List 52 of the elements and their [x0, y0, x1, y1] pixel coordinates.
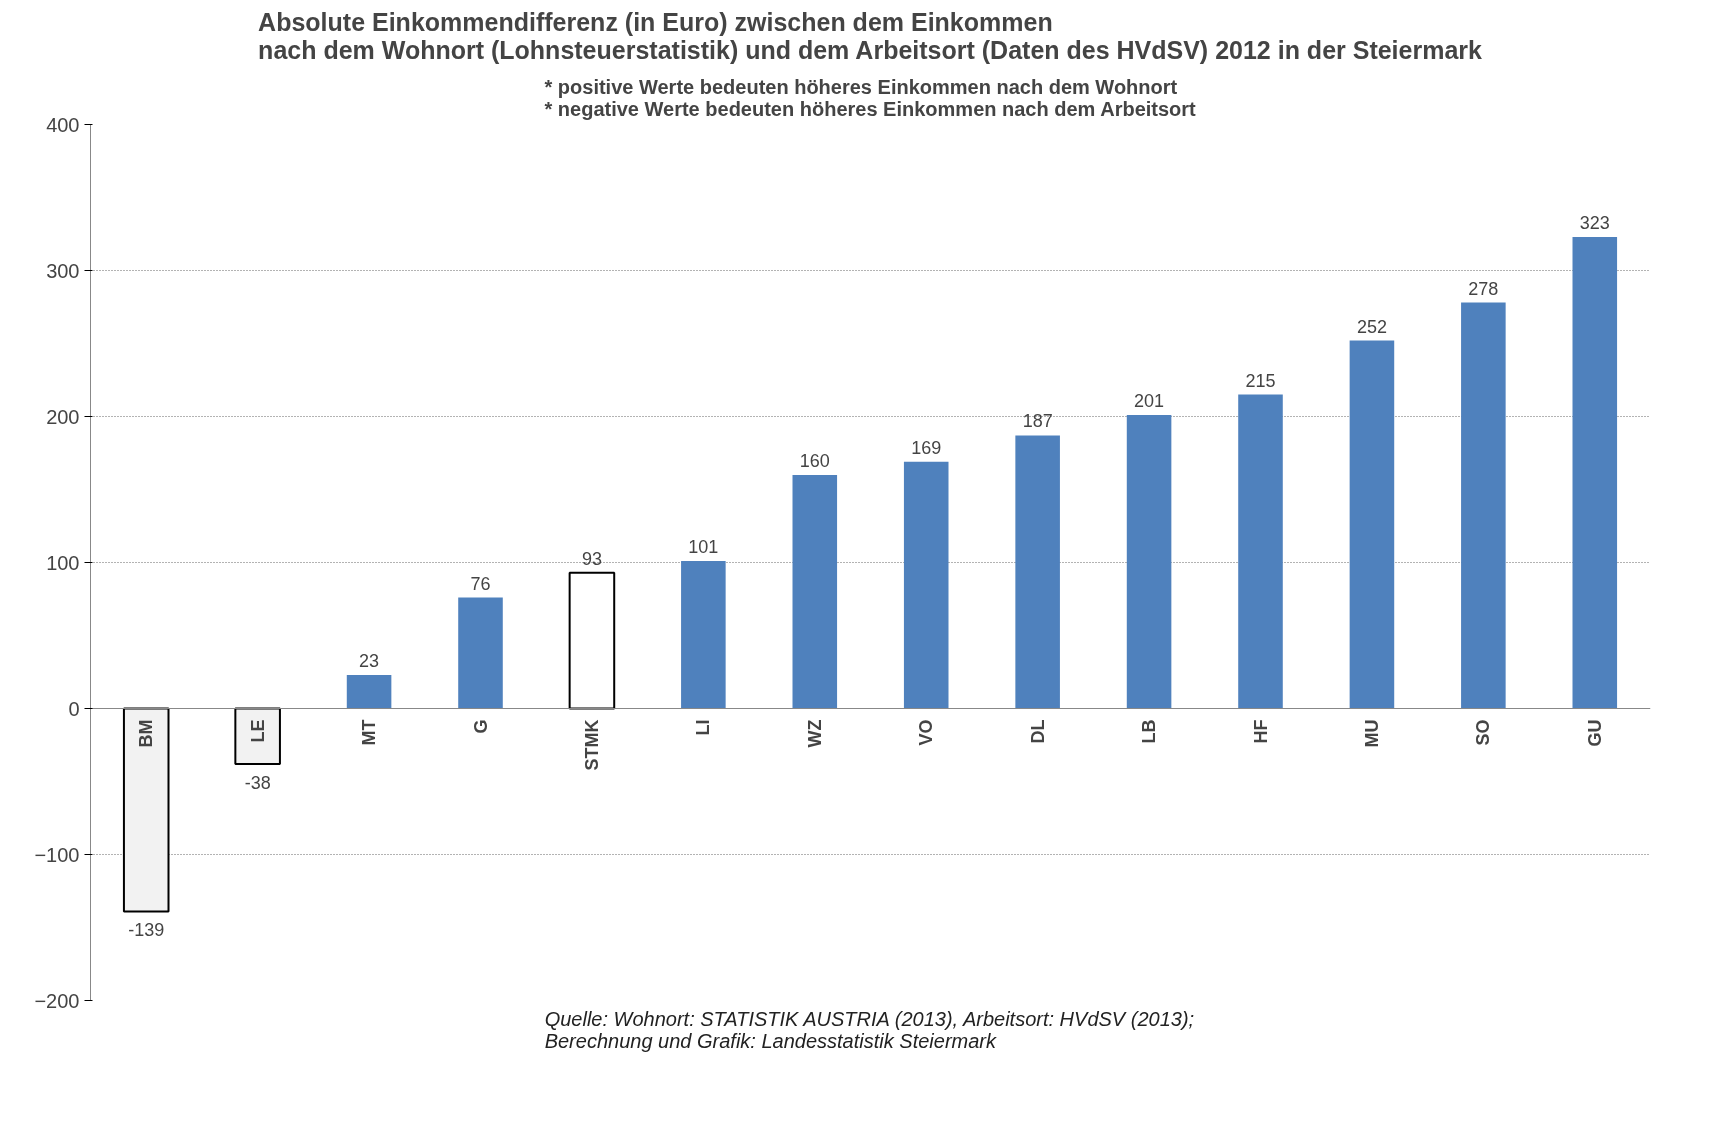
data-label: 93: [581, 548, 602, 569]
y-tick-label: 200: [46, 405, 80, 428]
x-tick-label: GU: [1584, 719, 1605, 747]
y-tick-label: −100: [34, 843, 80, 866]
data-label: 76: [470, 573, 491, 594]
y-tick-label: 0: [68, 697, 80, 720]
data-label: 101: [688, 537, 719, 558]
bar: [122, 707, 170, 913]
bar: [346, 674, 392, 709]
bar: [903, 461, 949, 709]
x-tick-label: SO: [1473, 719, 1494, 746]
data-label: -38: [244, 772, 271, 793]
data-label: 187: [1022, 411, 1053, 432]
x-tick-label: LB: [1139, 719, 1160, 744]
data-label: 323: [1579, 212, 1610, 233]
x-tick-label: MT: [359, 719, 380, 746]
bar: [1126, 415, 1172, 709]
x-tick-label: STMK: [581, 719, 602, 771]
bar: [1238, 394, 1283, 709]
bar: [458, 597, 503, 709]
bar: [1015, 435, 1060, 709]
y-tick-label: 400: [46, 113, 80, 136]
x-tick-label: VO: [916, 719, 937, 746]
bar: [1572, 236, 1618, 709]
x-tick-label: LE: [247, 719, 268, 743]
chart-title: Absolute Einkommendifferenz (in Euro) zwischen dem Einkommen nach dem Wohnort (Lohnsteuerstatistik) und dem Arbeitsort (Daten des HVdSV) 2012 in der Steiermark: [258, 7, 1483, 64]
x-tick-label: WZ: [804, 719, 825, 748]
bar: [681, 561, 726, 709]
data-label: 201: [1134, 391, 1165, 412]
y-tick-label: −200: [34, 989, 80, 1012]
x-tick-label: BM: [136, 719, 157, 748]
data-label: 23: [359, 650, 380, 671]
bar: [792, 474, 838, 709]
chart-subtitle: * positive Werte bedeuten höheres Einkommen nach dem Wohnort * negative Werte bedeuten höheres Einkommen nach dem Arbeitsort: [544, 75, 1197, 120]
x-tick-label: G: [470, 719, 491, 734]
bar: [234, 707, 281, 765]
bar: [568, 571, 616, 710]
data-label: 215: [1245, 370, 1276, 391]
x-tick-label: DL: [1027, 719, 1048, 744]
x-tick-label: MU: [1361, 719, 1382, 748]
data-label: -139: [128, 920, 165, 941]
data-label: 160: [799, 450, 830, 471]
y-tick-label: 100: [46, 551, 80, 574]
x-tick-label: HF: [1250, 719, 1271, 744]
data-label: 252: [1356, 316, 1387, 337]
y-tick-label: 300: [46, 259, 80, 282]
source-note: Quelle: Wohnort: STATISTIK AUSTRIA (2013), Arbeitsort: HVdSV (2013); Berechnung und Grafik: Landesstatistik Steiermark: [544, 1007, 1195, 1052]
bar: [1349, 340, 1395, 709]
bar: [1461, 302, 1506, 709]
data-label: 278: [1468, 278, 1499, 299]
data-label: 169: [911, 437, 942, 458]
x-tick-label: LI: [693, 719, 714, 736]
